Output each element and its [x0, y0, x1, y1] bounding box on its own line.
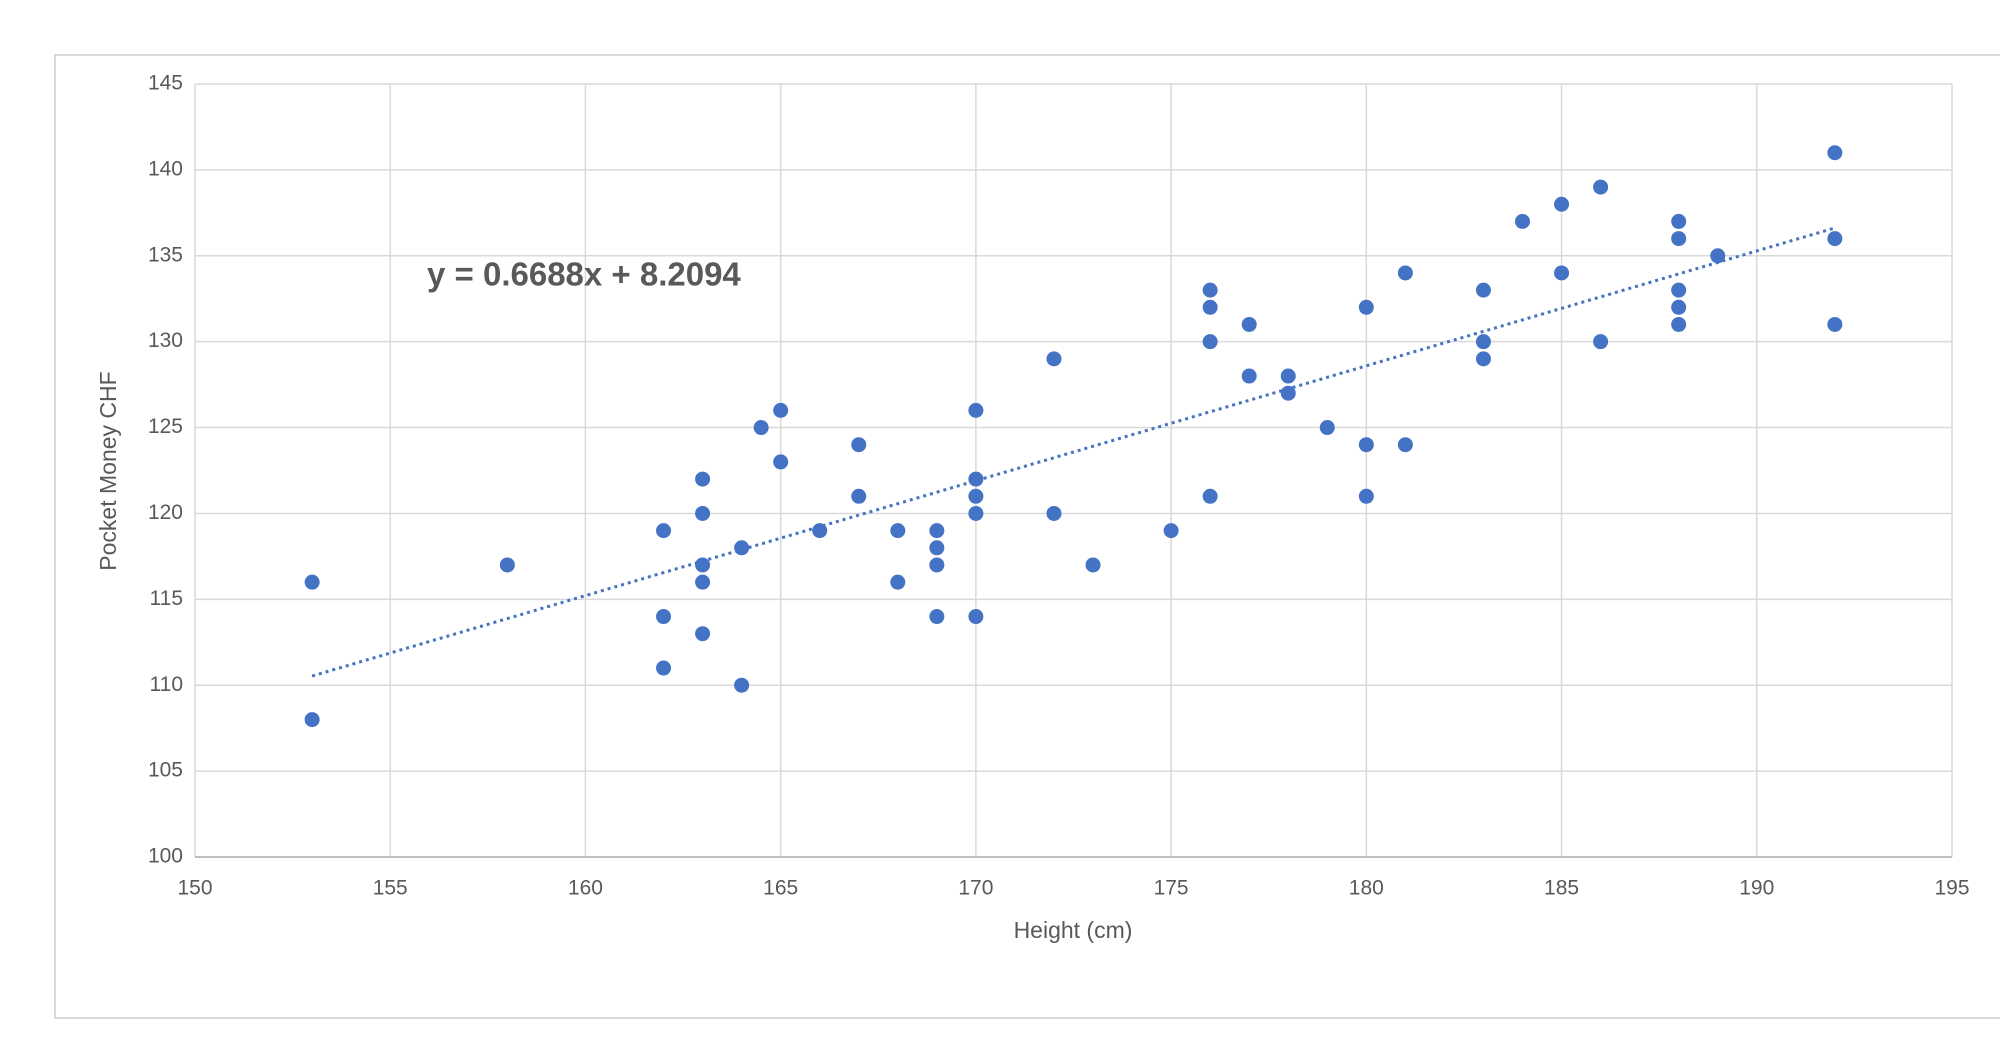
scatter-point: [929, 540, 945, 556]
x-axis-title: Height (cm): [1014, 917, 1133, 943]
x-tick-label: 190: [1739, 877, 1774, 900]
scatter-point: [1710, 248, 1726, 264]
scatter-point: [1358, 437, 1374, 453]
scatter-point: [851, 437, 867, 453]
scatter-point: [1046, 505, 1062, 521]
scatter-point: [1554, 265, 1570, 281]
trendline: [311, 226, 1836, 678]
scatter-point: [851, 488, 867, 504]
scatter-point: [656, 609, 672, 625]
scatter-point: [929, 609, 945, 625]
y-axis-title: Pocket Money CHF: [95, 371, 121, 570]
scatter-point: [1475, 282, 1491, 298]
chart-frame: [54, 54, 2000, 1019]
scatter-point: [1593, 179, 1609, 195]
y-tick-label: 115: [150, 587, 183, 610]
scatter-point: [890, 574, 906, 590]
scatter-point: [968, 402, 984, 418]
scatter-point: [695, 626, 711, 642]
scatter-point: [1554, 196, 1570, 212]
x-tick-label: 150: [177, 877, 212, 900]
scatter-point: [1202, 488, 1218, 504]
scatter-point: [1397, 265, 1413, 281]
scatter-point: [1593, 334, 1609, 350]
scatter-point: [1202, 334, 1218, 350]
y-tick-label: 100: [148, 845, 183, 868]
scatter-point: [1475, 351, 1491, 367]
scatter-point: [695, 471, 711, 487]
scatter-point: [304, 574, 320, 590]
scatter-point: [1671, 299, 1687, 315]
y-tick-label: 105: [148, 759, 183, 782]
scatter-point: [656, 660, 672, 676]
y-tick-label: 130: [148, 329, 183, 352]
y-tick-label: 120: [148, 501, 183, 524]
scatter-point: [1085, 557, 1101, 573]
x-tick-label: 160: [568, 877, 603, 900]
scatter-point: [1515, 213, 1531, 229]
scatter-point: [499, 557, 515, 573]
y-tick-label: 135: [148, 243, 183, 266]
scatter-point: [1163, 523, 1179, 539]
scatter-point: [1827, 145, 1843, 161]
scatter-point: [1397, 437, 1413, 453]
scatter-point: [656, 523, 672, 539]
scatter-point: [1671, 231, 1687, 247]
scatter-point: [773, 402, 789, 418]
y-tick-label: 140: [148, 157, 183, 180]
scatter-point: [890, 523, 906, 539]
scatter-point: [1319, 420, 1335, 436]
scatter-point: [734, 677, 750, 693]
scatter-point: [695, 505, 711, 521]
x-tick-label: 175: [1154, 877, 1189, 900]
scatter-point: [1671, 316, 1687, 332]
scatter-point: [1827, 316, 1843, 332]
scatter-point: [1827, 231, 1843, 247]
y-tick-label: 110: [150, 673, 183, 696]
scatter-point: [1475, 334, 1491, 350]
scatter-point: [1671, 213, 1687, 229]
scatter-point: [1202, 282, 1218, 298]
scatter-point: [1358, 299, 1374, 315]
scatter-point: [968, 505, 984, 521]
scatter-point: [968, 609, 984, 625]
scatter-point: [812, 523, 828, 539]
scatter-point: [695, 557, 711, 573]
x-tick-label: 185: [1544, 877, 1579, 900]
x-tick-label: 195: [1934, 877, 1969, 900]
x-tick-label: 170: [958, 877, 993, 900]
scatter-point: [1280, 385, 1296, 401]
scatter-point: [773, 454, 789, 470]
scatter-point: [1241, 368, 1257, 384]
y-tick-label: 125: [148, 415, 183, 438]
scatter-point: [929, 523, 945, 539]
scatter-point: [734, 540, 750, 556]
x-tick-label: 155: [373, 877, 408, 900]
scatter-point: [968, 471, 984, 487]
scatter-point: [695, 574, 711, 590]
scatter-point: [1671, 282, 1687, 298]
scatter-point: [968, 488, 984, 504]
x-tick-label: 165: [763, 877, 798, 900]
scatter-point: [1280, 368, 1296, 384]
scatter-point: [1202, 299, 1218, 315]
trendline-equation: y = 0.6688x + 8.2094: [427, 256, 741, 293]
scatter-point: [1241, 316, 1257, 332]
x-tick-label: 180: [1349, 877, 1384, 900]
scatter-point: [1358, 488, 1374, 504]
scatter-point: [753, 420, 769, 436]
scatter-point: [929, 557, 945, 573]
scatter-point: [304, 712, 320, 728]
scatter-point: [1046, 351, 1062, 367]
y-tick-label: 145: [148, 72, 183, 95]
